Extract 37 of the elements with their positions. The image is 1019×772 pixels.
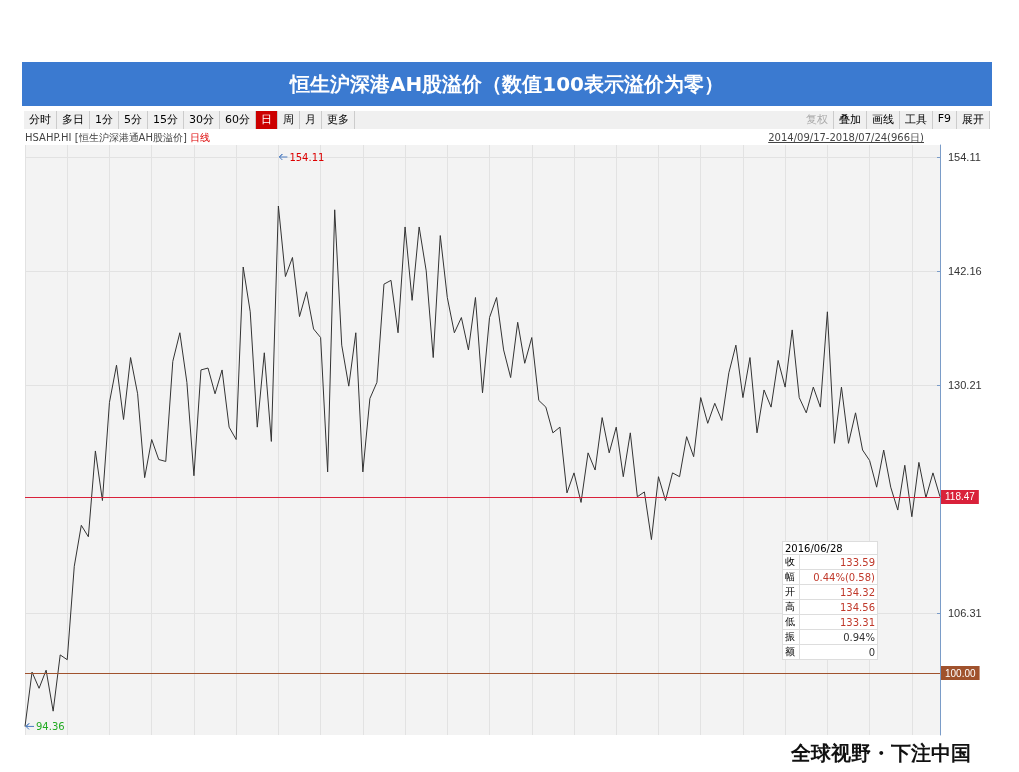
annotation: 94.36 bbox=[36, 720, 65, 732]
text: 开 134.32 bbox=[785, 586, 875, 598]
text: 展开 bbox=[957, 111, 990, 129]
text: 2014/09/17-2018/07/24(966日) bbox=[768, 131, 924, 145]
text: 低 133.31 bbox=[785, 616, 875, 628]
annotation: 154.11 bbox=[289, 151, 325, 163]
y-tick-label: 130.21 bbox=[948, 379, 982, 392]
text: 叠加 bbox=[833, 111, 867, 129]
text: 1分 bbox=[90, 111, 119, 129]
text: 周 bbox=[278, 111, 300, 129]
text: 工具 bbox=[899, 111, 933, 129]
text: 5分 bbox=[119, 111, 148, 129]
y-tick-label: 154.11 bbox=[948, 151, 981, 164]
text: 幅 0.44%(0.58) bbox=[785, 571, 875, 583]
ref-line-label: 118.47 bbox=[945, 491, 976, 503]
text: 振 0.94% bbox=[785, 631, 875, 643]
text: 分时 bbox=[24, 111, 57, 129]
y-tick-label: 142.16 bbox=[948, 265, 982, 278]
chart-title: 恒生沪深港AH股溢价（数值100表示溢价为零） bbox=[22, 62, 992, 106]
text: 60分 bbox=[220, 111, 256, 129]
text: 日 bbox=[256, 111, 278, 129]
text: 画线 bbox=[866, 111, 900, 129]
text: 全球视野・下注中国 bbox=[791, 740, 971, 767]
chart-subtitle: HSAHP.HI [恒生沪深港通AH股溢价] 日线 bbox=[25, 131, 211, 145]
annotation: 2016/06/28 bbox=[782, 541, 878, 555]
text: 30分 bbox=[184, 111, 220, 129]
text: 多日 bbox=[57, 111, 90, 129]
text: 复权 bbox=[800, 111, 834, 129]
text: 收 133.59 bbox=[785, 556, 875, 568]
y-tick-label: 106.31 bbox=[948, 606, 982, 619]
text: 额 0 bbox=[785, 646, 875, 658]
text: F9 bbox=[932, 111, 957, 129]
text: 月 bbox=[300, 111, 322, 129]
text: 高 134.56 bbox=[785, 601, 875, 613]
text: 更多 bbox=[322, 111, 355, 129]
ref-line-label: 100.00 bbox=[945, 667, 977, 679]
text: 15分 bbox=[148, 111, 184, 129]
